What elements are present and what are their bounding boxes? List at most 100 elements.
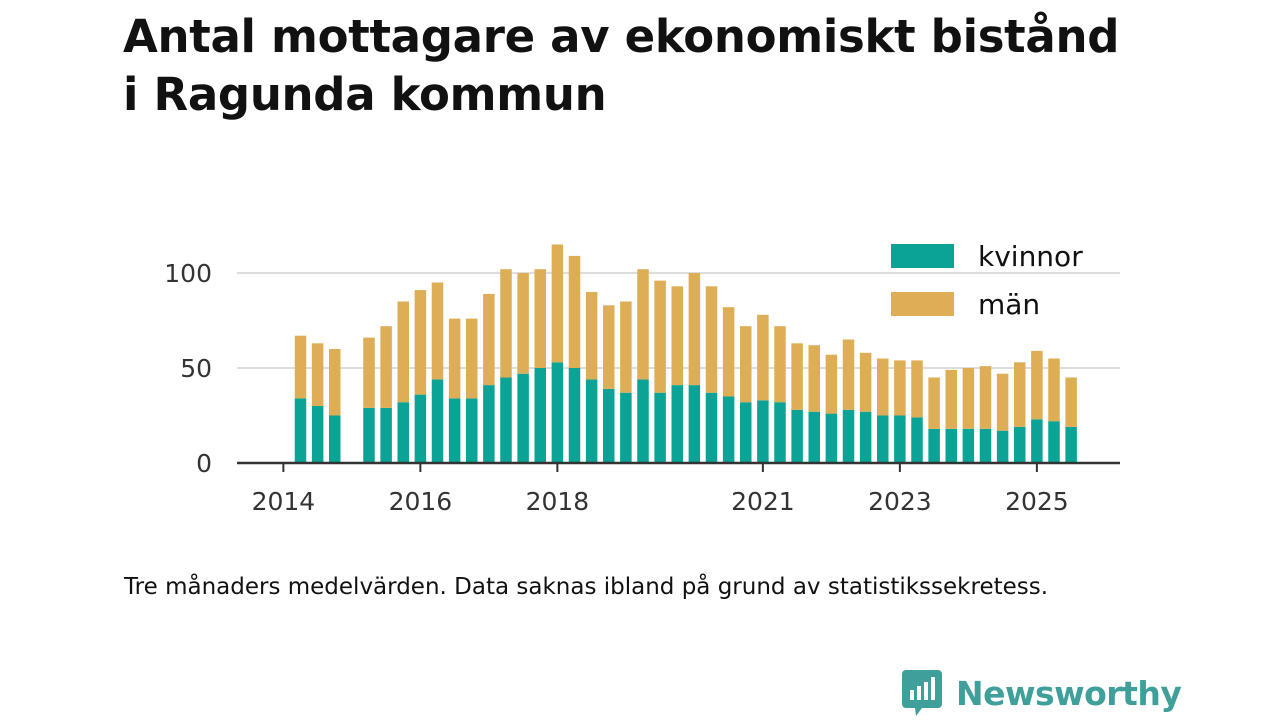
bar-man — [757, 314, 769, 401]
brand-name: Newsworthy — [956, 673, 1182, 713]
bar-man — [448, 318, 461, 399]
newsworthy-logo-icon — [902, 670, 942, 716]
bar-kvinnor — [1048, 421, 1060, 463]
bar-kvinnor — [517, 373, 529, 463]
bar-kvinnor — [774, 402, 786, 463]
bar-man — [962, 368, 975, 429]
bar-man — [414, 290, 427, 395]
bar-man — [945, 369, 957, 429]
bar-man — [671, 286, 683, 386]
y-tick-label: 0 — [196, 449, 212, 478]
bar-kvinnor — [380, 407, 392, 463]
bar-kvinnor — [603, 388, 615, 463]
bar-kvinnor — [1065, 426, 1077, 463]
legend-swatch-kvinnor — [891, 244, 954, 268]
bar-kvinnor — [671, 385, 683, 463]
bar-kvinnor — [791, 409, 803, 463]
x-tick-label: 2023 — [868, 487, 932, 516]
bar-man — [431, 282, 444, 380]
chart-caption: Tre månaders medelvärden. Data saknas ib… — [124, 574, 1049, 600]
bar-man — [637, 269, 649, 380]
x-tick-label: 2014 — [252, 487, 316, 516]
bar-kvinnor — [311, 406, 324, 463]
bar-kvinnor — [877, 415, 889, 463]
bar-man — [1014, 362, 1026, 427]
bar-man — [791, 343, 803, 410]
bar-kvinnor — [722, 396, 735, 463]
bar-man — [808, 345, 820, 412]
bar-man — [774, 326, 786, 403]
bar-man — [722, 307, 735, 397]
bar-kvinnor — [500, 377, 512, 463]
bar-man — [585, 292, 598, 380]
bar-kvinnor — [859, 411, 872, 463]
bar-kvinnor — [894, 415, 906, 463]
bar-kvinnor — [740, 402, 752, 463]
bar-kvinnor — [363, 407, 375, 463]
bar-man — [568, 255, 581, 368]
bar-kvinnor — [757, 400, 769, 463]
bar-man — [294, 335, 307, 399]
bar-kvinnor — [654, 392, 666, 463]
bar-kvinnor — [688, 385, 701, 463]
bar-man — [551, 244, 564, 363]
legend-swatch-man — [891, 292, 954, 316]
bar-kvinnor — [928, 428, 940, 463]
bar-kvinnor — [534, 368, 546, 463]
bar-kvinnor — [979, 428, 992, 463]
bar-kvinnor — [808, 411, 820, 463]
x-tick-label: 2021 — [731, 487, 795, 516]
legend-label-kvinnor: kvinnor — [978, 240, 1083, 273]
bar-kvinnor — [637, 379, 649, 463]
bar-man — [842, 339, 855, 410]
bar-kvinnor — [466, 398, 478, 463]
bar-man — [380, 326, 392, 408]
chart-title-line2: i Ragunda kommun — [123, 68, 607, 121]
bar-man — [894, 360, 906, 416]
bar-man — [363, 337, 375, 408]
stacked-bar-chart: 0 50 100 2014 2016 2018 2021 2023 2025 kvinnor män — [164, 240, 1120, 516]
bar-kvinnor — [568, 368, 581, 463]
bar-kvinnor — [962, 428, 975, 463]
x-tick-label: 2016 — [389, 487, 453, 516]
y-tick-label: 100 — [164, 259, 212, 288]
bar-kvinnor — [825, 413, 838, 463]
bar-kvinnor — [414, 394, 427, 463]
bar-man — [466, 318, 478, 399]
bar-kvinnor — [397, 402, 409, 463]
bar-kvinnor — [551, 362, 564, 463]
bar-man — [329, 349, 341, 416]
bar-kvinnor — [448, 398, 461, 463]
bar-man — [1065, 377, 1077, 427]
bar-kvinnor — [483, 385, 495, 463]
bar-man — [654, 280, 666, 393]
bar-man — [996, 373, 1009, 431]
bar-kvinnor — [294, 398, 307, 463]
newsworthy-logo[interactable]: Newsworthy — [902, 670, 1182, 716]
bar-kvinnor — [1014, 426, 1026, 463]
chart-title-line1: Antal mottagare av ekonomiskt bistånd — [123, 10, 1120, 63]
bar-man — [688, 273, 701, 386]
bar-man — [603, 305, 615, 389]
bar-man — [500, 269, 512, 378]
chart-title: Antal mottagare av ekonomiskt bistånd i … — [123, 8, 1223, 124]
y-tick-label: 50 — [180, 354, 212, 383]
bar-kvinnor — [585, 379, 598, 463]
bar-kvinnor — [911, 417, 923, 463]
bar-man — [311, 343, 324, 406]
bar-kvinnor — [329, 415, 341, 463]
bar-man — [705, 286, 718, 393]
bar-man — [397, 301, 409, 403]
bar-man — [911, 360, 923, 418]
bar-man — [859, 352, 872, 412]
bar-kvinnor — [996, 430, 1009, 463]
bar-kvinnor — [431, 379, 444, 463]
bar-man — [825, 354, 838, 414]
bar-man — [1031, 350, 1043, 420]
bar-man — [620, 301, 632, 393]
bar-man — [877, 358, 889, 416]
x-tick-label: 2025 — [1005, 487, 1069, 516]
bar-man — [483, 293, 495, 386]
bar-kvinnor — [705, 392, 718, 463]
x-tick-label: 2018 — [526, 487, 590, 516]
